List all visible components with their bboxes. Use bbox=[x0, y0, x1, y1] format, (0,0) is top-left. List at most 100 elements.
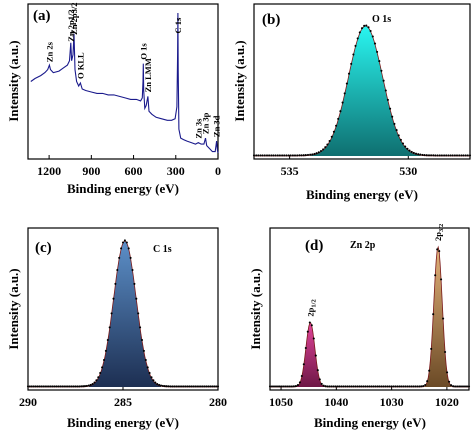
data-point bbox=[393, 122, 396, 125]
data-point bbox=[354, 385, 357, 388]
data-point bbox=[438, 250, 441, 253]
data-point bbox=[338, 385, 341, 388]
peak-label: 2p1/2 bbox=[305, 299, 317, 316]
x-tick-label: 535 bbox=[281, 164, 299, 178]
data-point bbox=[194, 385, 197, 388]
data-point bbox=[367, 26, 370, 29]
data-point bbox=[169, 385, 172, 388]
data-point bbox=[184, 385, 187, 388]
data-point bbox=[252, 154, 256, 157]
data-point bbox=[358, 31, 361, 34]
data-point bbox=[440, 154, 443, 157]
data-point bbox=[358, 385, 361, 388]
data-point bbox=[443, 154, 446, 157]
peak-annotation: Zn 2p1/2 bbox=[66, 9, 76, 41]
data-point bbox=[42, 385, 45, 388]
data-point bbox=[99, 371, 102, 375]
data-point bbox=[306, 153, 310, 156]
data-point bbox=[80, 385, 83, 388]
data-point bbox=[458, 154, 461, 157]
data-point bbox=[449, 154, 452, 157]
data-point bbox=[72, 385, 75, 388]
data-point bbox=[97, 376, 100, 379]
data-point bbox=[464, 154, 467, 157]
data-point bbox=[125, 241, 128, 244]
data-point bbox=[427, 154, 431, 157]
data-point bbox=[284, 385, 287, 388]
data-point bbox=[322, 148, 325, 151]
data-point bbox=[196, 385, 199, 388]
peak-fill-area bbox=[88, 241, 161, 387]
data-point bbox=[178, 385, 182, 388]
data-point bbox=[406, 147, 409, 150]
data-point bbox=[453, 154, 456, 157]
data-point bbox=[26, 385, 30, 388]
panel-b-ylabel: Intensity (a.u.) bbox=[232, 40, 247, 121]
data-point bbox=[398, 385, 401, 388]
data-point bbox=[335, 124, 338, 127]
x-tick-label: 300 bbox=[167, 164, 185, 178]
data-point bbox=[365, 24, 368, 27]
data-point bbox=[336, 385, 339, 388]
data-point bbox=[313, 152, 316, 155]
data-point bbox=[199, 385, 202, 388]
data-point bbox=[150, 376, 153, 379]
panel-d-ylabel: Intensity (a.u.) bbox=[248, 268, 263, 349]
data-point bbox=[156, 382, 159, 386]
panel-b: (b) O 1s Intensity (a.u.) Binding energy… bbox=[232, 3, 472, 202]
data-point bbox=[142, 349, 145, 352]
data-point bbox=[70, 385, 73, 388]
data-point bbox=[135, 297, 138, 300]
data-point bbox=[40, 385, 43, 388]
data-point bbox=[430, 154, 433, 157]
data-point bbox=[350, 62, 353, 65]
data-point bbox=[205, 385, 208, 388]
data-point bbox=[127, 247, 130, 250]
data-point bbox=[261, 154, 264, 157]
data-point bbox=[272, 154, 275, 157]
data-point bbox=[101, 366, 104, 369]
data-point bbox=[139, 326, 142, 329]
data-point bbox=[192, 385, 195, 388]
panel-b-xlabel: Binding energy (eV) bbox=[306, 187, 418, 202]
data-point bbox=[63, 385, 66, 388]
panel-d-xlabel: Binding energy (eV) bbox=[314, 415, 426, 430]
data-point bbox=[211, 385, 214, 388]
data-point bbox=[410, 385, 413, 388]
data-point bbox=[412, 151, 415, 154]
data-point bbox=[371, 35, 374, 38]
panel-b-title: O 1s bbox=[372, 14, 391, 25]
data-point bbox=[316, 369, 319, 372]
data-point bbox=[456, 385, 459, 388]
data-point bbox=[76, 385, 79, 388]
data-point bbox=[296, 154, 299, 157]
data-point bbox=[395, 129, 398, 132]
data-point bbox=[376, 385, 379, 388]
data-point bbox=[372, 385, 375, 388]
data-point bbox=[310, 324, 313, 327]
data-point bbox=[369, 29, 372, 33]
data-point bbox=[167, 385, 170, 388]
data-point bbox=[391, 115, 394, 118]
data-point bbox=[281, 154, 284, 157]
data-point bbox=[384, 89, 387, 92]
peak-annotation: O KLL bbox=[75, 52, 85, 79]
data-point bbox=[414, 385, 417, 388]
data-point bbox=[159, 384, 163, 387]
data-point bbox=[300, 154, 303, 157]
data-point bbox=[366, 385, 369, 388]
data-point bbox=[378, 385, 381, 388]
data-point bbox=[341, 101, 344, 104]
data-point bbox=[388, 385, 391, 388]
data-point bbox=[330, 135, 333, 138]
data-point bbox=[57, 385, 60, 388]
data-point bbox=[190, 385, 193, 388]
x-tick-label: 1020 bbox=[435, 395, 459, 409]
data-point bbox=[390, 385, 393, 388]
panel-d: (d) Zn 2p Intensity (a.u.) Binding energ… bbox=[248, 224, 471, 430]
data-point bbox=[386, 385, 389, 388]
data-point bbox=[461, 385, 465, 388]
data-point bbox=[392, 385, 395, 388]
data-point bbox=[352, 385, 355, 388]
